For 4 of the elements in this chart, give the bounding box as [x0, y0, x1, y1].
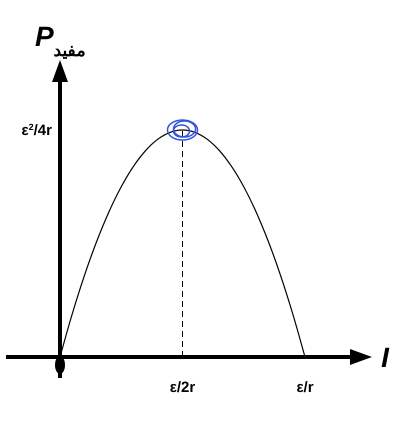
text: ε$^{2}$/4r: [22, 122, 52, 139]
x-axis-title: I: [381, 342, 390, 373]
text: ε/r: [296, 379, 314, 396]
text: ε/2r: [170, 379, 196, 396]
